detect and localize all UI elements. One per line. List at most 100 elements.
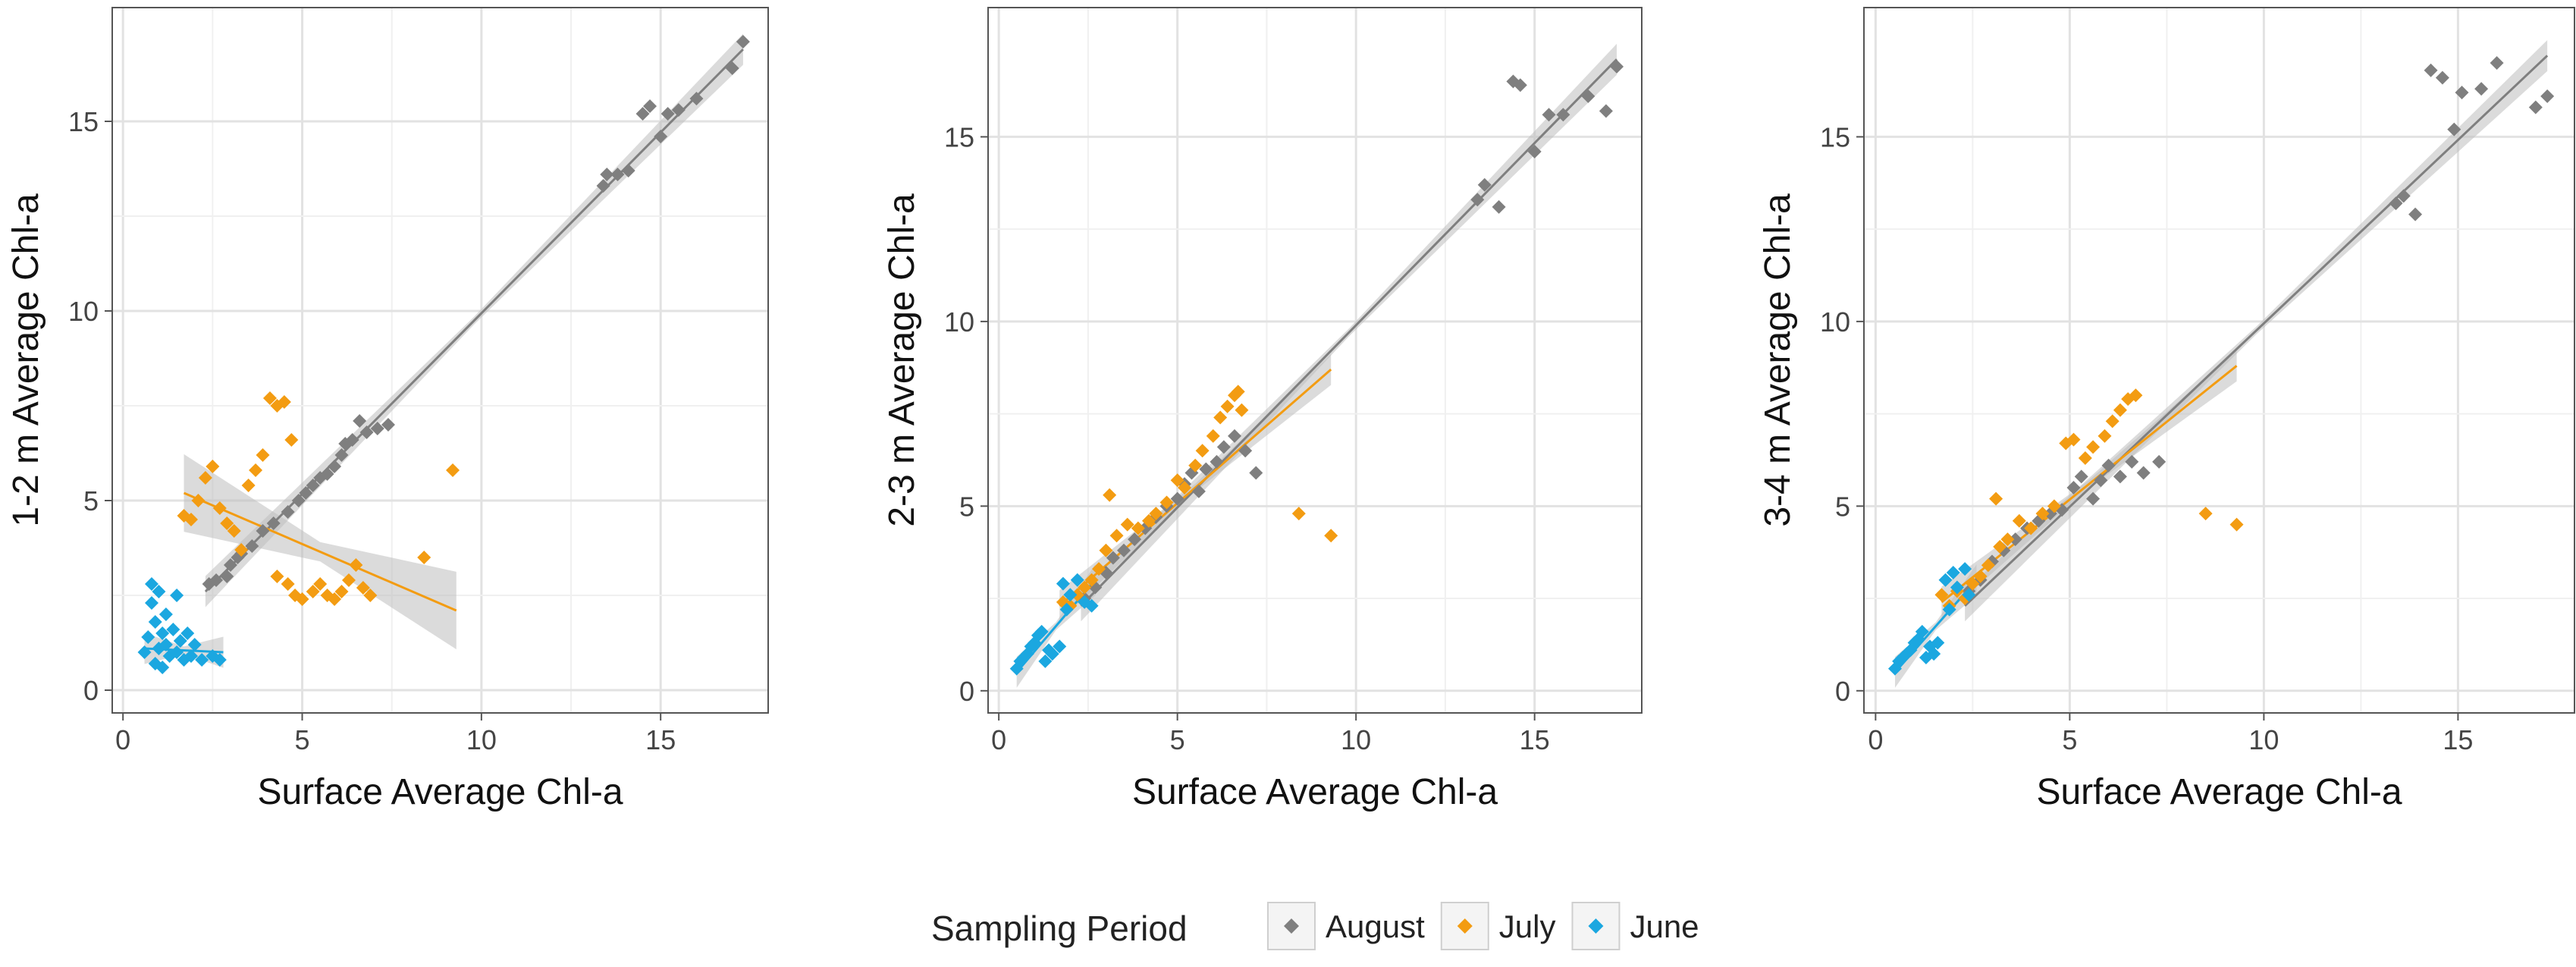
fit-line-july (183, 491, 457, 612)
point-july (1993, 539, 2007, 554)
point-june (1038, 654, 1053, 668)
point-august (2540, 89, 2555, 103)
y-tick-label: 0 (1835, 676, 1850, 707)
point-july (1934, 588, 1949, 602)
x-tick-label: 15 (1520, 724, 1550, 755)
point-june (148, 615, 162, 629)
point-july (220, 516, 234, 530)
point-july (1231, 385, 1245, 399)
point-july (341, 573, 356, 587)
y-tick-label: 10 (68, 296, 99, 327)
point-august (2455, 85, 2469, 99)
point-june (1931, 636, 1945, 650)
point-june (195, 653, 209, 667)
point-august (381, 418, 395, 432)
point-june (137, 645, 152, 659)
scatter-panel-3-4m: 0 5 10 15 0 5 10 15 Surface Average Chl-a 3-4 m A… (1758, 7, 2575, 812)
point-july (1195, 444, 1210, 458)
point-august (643, 99, 657, 113)
point-july (1966, 576, 1980, 591)
point-june (141, 630, 155, 644)
x-axis-label: Surface Average Chl-a (1132, 772, 1498, 812)
point-august (2490, 56, 2504, 71)
point-july (1291, 507, 1306, 521)
point-june (1915, 624, 1929, 639)
point-august (1610, 59, 1624, 74)
point-july (2078, 451, 2092, 466)
point-august (660, 107, 675, 121)
point-july (1170, 473, 1184, 488)
point-june (155, 626, 170, 640)
point-july (2066, 432, 2081, 447)
point-july (334, 585, 349, 598)
point-august (736, 35, 750, 49)
point-july (1159, 495, 1174, 510)
plot-border (111, 7, 769, 714)
point-july (1092, 562, 1106, 576)
point-july (1099, 543, 1113, 557)
point-july (2047, 499, 2061, 513)
point-august (2389, 196, 2403, 211)
point-july (1973, 569, 1988, 583)
point-august (2408, 207, 2423, 221)
point-june (1056, 576, 1070, 591)
point-august (689, 92, 704, 105)
point-august (353, 414, 367, 428)
point-july (2229, 517, 2244, 532)
point-august (621, 164, 635, 177)
point-june (1034, 624, 1049, 639)
point-august (671, 103, 686, 117)
point-august (1216, 440, 1231, 454)
y-tick-label: 5 (83, 485, 99, 516)
plot-border (987, 7, 1643, 714)
x-axis-label: Surface Average Chl-a (257, 772, 623, 812)
point-july (313, 577, 328, 591)
legend: Sampling Period August July June (931, 902, 1699, 950)
point-july (1109, 529, 1124, 543)
y-tick-label: 15 (68, 106, 99, 137)
legend-key (1571, 902, 1621, 950)
y-tick-label: 0 (83, 675, 99, 706)
point-august (1492, 199, 1506, 214)
point-june (1942, 602, 1956, 617)
point-august (209, 573, 224, 587)
y-tick-label: 10 (944, 306, 974, 338)
point-july (206, 460, 220, 473)
point-july (306, 585, 320, 598)
point-july (212, 501, 227, 515)
x-tick-label: 0 (1868, 724, 1883, 755)
point-july (2129, 388, 2143, 403)
point-july (284, 433, 299, 447)
point-august (306, 479, 320, 492)
point-august (328, 460, 342, 473)
point-august (2152, 454, 2167, 469)
point-august (256, 524, 270, 538)
point-august (2125, 454, 2139, 469)
point-august (370, 422, 384, 435)
point-august (1249, 466, 1263, 480)
point-june (166, 623, 180, 636)
point-august (1191, 484, 1206, 498)
point-august (334, 448, 349, 462)
point-august (2474, 82, 2489, 96)
point-july (1149, 507, 1163, 521)
point-june (1962, 588, 1976, 602)
legend-label: August (1326, 909, 1425, 944)
point-july (1141, 513, 1156, 528)
x-tick-label: 0 (115, 724, 130, 755)
point-august (2528, 100, 2543, 115)
point-august (1238, 444, 1253, 458)
y-tick-label: 5 (959, 491, 974, 522)
point-june (212, 653, 227, 667)
point-july (1084, 573, 1099, 587)
point-july (198, 471, 212, 485)
point-june (1946, 565, 1960, 579)
point-june (144, 577, 158, 591)
point-august (1128, 532, 1142, 547)
legend-marker-icon (1457, 918, 1473, 934)
x-tick-label: 15 (2443, 724, 2473, 755)
point-august (2094, 473, 2108, 488)
point-june (173, 634, 187, 648)
point-july (1070, 588, 1084, 602)
